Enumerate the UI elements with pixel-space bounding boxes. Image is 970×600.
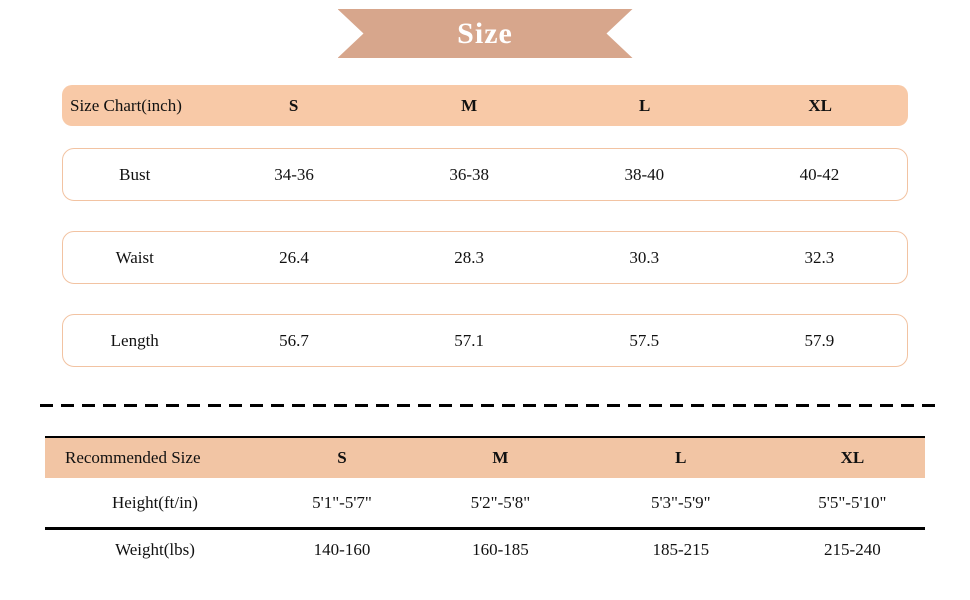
recommended-header-row: Recommended Size S M L XL — [45, 438, 925, 478]
recommended-col-xl: XL — [840, 448, 865, 467]
table-row-weight: Weight(lbs) 140-160 160-185 185-215 215-… — [45, 530, 925, 569]
bust-value-l: 38-40 — [624, 164, 665, 184]
row-label-height: Height(ft/in) — [112, 492, 198, 512]
table-row-length: Length 56.7 57.1 57.5 57.9 — [62, 314, 908, 367]
height-value-l: 5'3"-5'9" — [650, 492, 711, 512]
waist-value-l: 30.3 — [629, 247, 660, 267]
row-label-waist: Waist — [115, 247, 154, 267]
size-chart-header-row: Size Chart(inch) S M L XL — [62, 85, 908, 126]
recommended-size-title: Recommended Size — [65, 448, 201, 467]
size-chart-col-s: S — [288, 95, 299, 115]
weight-value-l: 185-215 — [652, 539, 710, 559]
recommended-col-l: L — [675, 448, 687, 467]
length-value-m: 57.1 — [454, 330, 485, 350]
table-row-waist: Waist 26.4 28.3 30.3 32.3 — [62, 231, 908, 284]
row-label-bust: Bust — [119, 164, 151, 184]
ribbon-title: Size — [457, 16, 513, 50]
weight-value-xl: 215-240 — [824, 539, 881, 559]
weight-value-m: 160-185 — [472, 539, 529, 559]
length-value-xl: 57.9 — [804, 330, 835, 350]
height-value-m: 5'2"-5'8" — [470, 492, 531, 512]
recommended-col-s: S — [337, 448, 347, 467]
waist-value-m: 28.3 — [454, 247, 485, 267]
row-label-weight: Weight(lbs) — [115, 539, 195, 559]
height-value-s: 5'1"-5'7" — [312, 492, 372, 512]
table-row-bust: Bust 34-36 36-38 38-40 40-42 — [62, 148, 908, 201]
bust-value-xl: 40-42 — [799, 164, 840, 184]
length-value-l: 57.5 — [629, 330, 660, 350]
size-chart-table: Size Chart(inch) S M L XL Bust 34-36 36-… — [62, 85, 908, 367]
table-row-height: Height(ft/in) 5'1"-5'7" 5'2"-5'8" 5'3"-5… — [45, 478, 925, 530]
recommended-size-table: Recommended Size S M L XL Height(ft/in) … — [45, 436, 925, 569]
size-chart-col-l: L — [638, 95, 651, 115]
size-chart-col-xl: XL — [808, 95, 832, 115]
recommended-col-m: M — [492, 448, 509, 467]
length-value-s: 56.7 — [279, 330, 309, 350]
size-ribbon-banner: Size — [338, 9, 633, 58]
dashed-divider — [40, 404, 935, 407]
waist-value-s: 26.4 — [279, 247, 309, 267]
size-chart-title: Size Chart(inch) — [70, 95, 182, 115]
size-chart-col-m: M — [461, 95, 478, 115]
bust-value-m: 36-38 — [449, 164, 489, 184]
bust-value-s: 34-36 — [274, 164, 314, 184]
height-value-xl: 5'5"-5'10" — [818, 492, 887, 512]
waist-value-xl: 32.3 — [804, 247, 835, 267]
weight-value-s: 140-160 — [313, 539, 371, 559]
row-label-length: Length — [110, 330, 159, 350]
